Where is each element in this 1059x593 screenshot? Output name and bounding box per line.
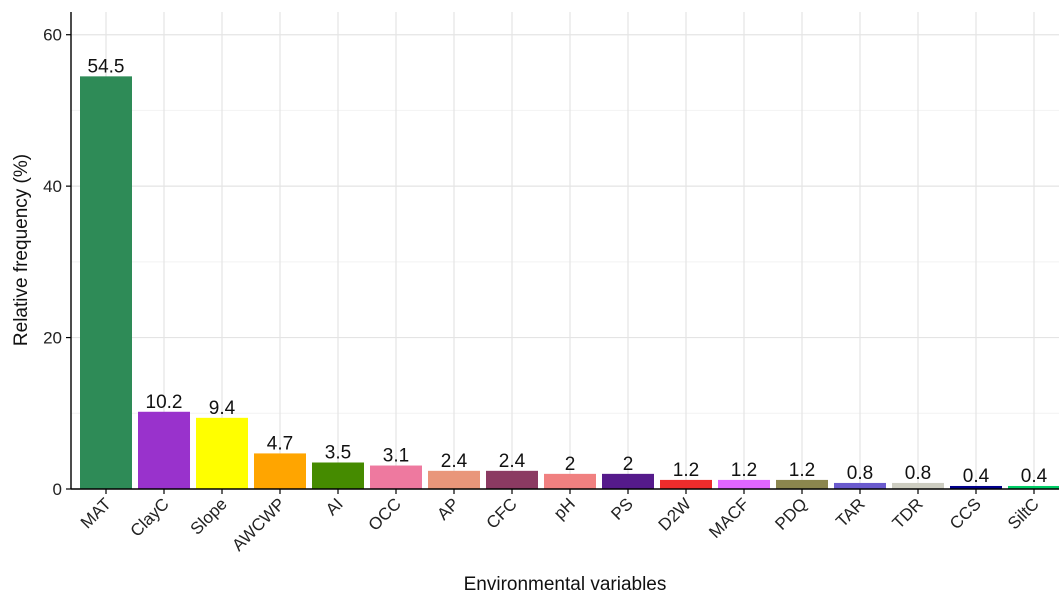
x-tick-label-tdr: TDR [889,494,927,532]
bar-tar [834,482,886,489]
bar-macf [718,479,770,489]
data-label-pdq: 1.2 [789,460,815,481]
bar-clayc [138,411,190,489]
bar-tdr [892,482,944,489]
data-label-mat: 54.5 [88,56,125,77]
bar-siltc [1008,485,1059,489]
x-tick-label-slope: Slope [187,494,231,538]
x-tick-label-ai: AI [322,494,347,519]
data-label-macf: 1.2 [731,460,757,481]
data-label-ccs: 0.4 [963,466,990,487]
x-tick-label-ps: PS [607,494,636,523]
data-label-awcwp: 4.7 [267,433,293,454]
data-label-tar: 0.8 [847,463,873,484]
bar-ps [602,473,654,489]
x-tick-label-pdq: PDQ [771,494,810,533]
data-label-clayc: 10.2 [146,392,183,413]
data-label-siltc: 0.4 [1021,466,1048,487]
x-tick-label-clayc: ClayC [127,494,173,540]
bar-awcwp [254,453,306,489]
bar-ap [428,470,480,489]
data-label-ps: 2 [623,454,634,475]
x-tick-label-siltc: SiltC [1004,494,1043,533]
x-tick-label-occ: OCC [365,494,405,534]
bar-occ [370,465,422,489]
x-tick-label-tar: TAR [832,494,869,531]
x-tick-label-cfc: CFC [483,494,521,532]
y-axis-ticks: 0 20 40 60 [43,26,71,499]
gridlines [71,12,1059,490]
data-label-cfc: 2.4 [499,451,526,472]
x-tick-label-ph: pH [550,494,579,523]
data-label-tdr: 0.8 [905,463,931,484]
data-label-ap: 2.4 [441,451,468,472]
bar-ph [544,473,596,489]
data-label-slope: 9.4 [209,398,236,419]
x-axis-title: Environmental variables [464,574,667,593]
y-tick-label-60: 60 [43,26,62,45]
data-label-d2w: 1.2 [673,460,699,481]
bar-slope [196,417,248,489]
bar-ai [312,462,364,489]
axes [70,12,1059,490]
x-tick-label-macf: MACF [705,494,752,541]
data-label-occ: 3.1 [383,446,409,467]
y-axis-title: Relative frequency (%) [11,154,32,346]
x-tick-label-mat: MAT [77,494,115,532]
bar-mat [80,76,132,489]
data-labels: 54.5 10.2 9.4 4.7 3.5 3.1 2.4 2.4 2 2 1.2 1.2 1.2 0.8… [88,56,1048,487]
x-tick-label-d2w: D2W [655,494,695,534]
bar-pdq [776,479,828,489]
y-tick-label-0: 0 [53,480,62,499]
bar-cfc [486,470,538,489]
x-tick-label-awcwp: AWCWP [228,494,288,554]
x-tick-label-ap: AP [433,494,462,523]
y-tick-label-20: 20 [43,329,62,348]
data-label-ai: 3.5 [325,443,351,464]
y-tick-label-40: 40 [43,177,62,196]
data-label-ph: 2 [565,454,576,475]
x-tick-label-ccs: CCS [946,494,985,533]
bars [80,76,1059,489]
bar-d2w [660,479,712,489]
bar-ccs [950,485,1002,489]
